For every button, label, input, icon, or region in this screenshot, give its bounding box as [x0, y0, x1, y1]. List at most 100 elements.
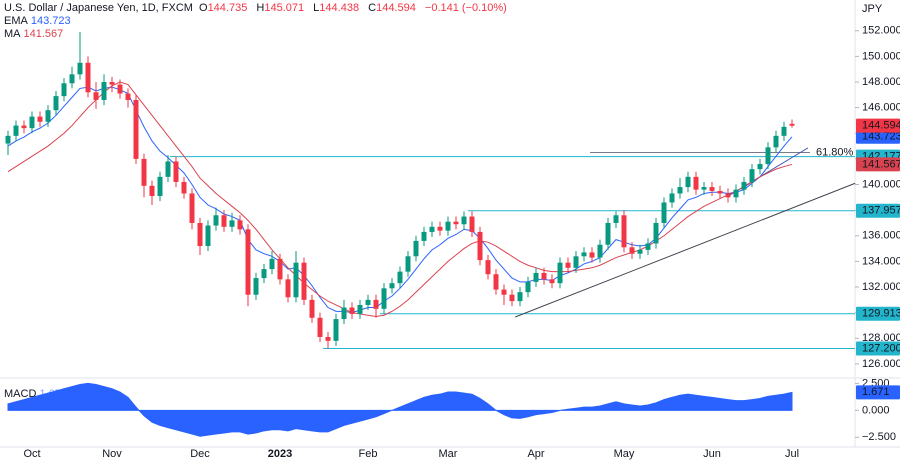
level-tag-bg: [856, 341, 900, 356]
candle-body: [5, 135, 11, 144]
level-tag: 127.200: [862, 342, 900, 354]
candle-body: [181, 181, 187, 194]
candle-body: [477, 231, 483, 261]
candle-body: [53, 96, 59, 111]
candle-body: [525, 281, 531, 293]
x-tick-label: Dec: [190, 448, 210, 460]
ma-tag-bg: [856, 157, 900, 172]
candle-body: [661, 202, 667, 223]
candle-body: [549, 279, 555, 284]
candle-body: [589, 252, 595, 258]
ma-legend: MA 141.567: [4, 28, 510, 41]
candle-body: [605, 222, 611, 245]
level-tag-bg: [856, 203, 900, 218]
candle-body: [597, 244, 603, 258]
candle-body: [237, 220, 243, 230]
candle-body: [381, 288, 387, 309]
title: U.S. Dollar / Japanese Yen, 1D, FXCM: [4, 2, 193, 14]
candle-body: [133, 99, 139, 159]
candle-body: [309, 299, 315, 318]
y-tick-label: 148.000: [862, 76, 900, 88]
candle-body: [13, 125, 19, 136]
candle-body: [29, 116, 35, 129]
ema-tag-bg: [856, 129, 900, 144]
candle-body: [613, 215, 619, 223]
candle-body: [501, 289, 507, 295]
level-tag: 137.957: [862, 205, 900, 217]
candle-body: [653, 222, 659, 244]
candle-body: [389, 283, 395, 289]
candle-body: [645, 243, 651, 250]
change: −0.141: [424, 2, 459, 14]
candle-body: [269, 258, 275, 270]
candle-body: [725, 193, 731, 198]
x-tick-label: Oct: [23, 448, 40, 460]
candle-body: [213, 215, 219, 226]
macd-area: [7, 382, 793, 437]
candle-body: [405, 256, 411, 272]
candle-body: [341, 307, 347, 320]
x-tick-label: Mar: [439, 448, 458, 460]
candle-body: [701, 187, 707, 190]
candle-body: [109, 82, 115, 85]
candle-body: [149, 185, 155, 197]
candle-body: [229, 220, 235, 227]
y-tick-label: 146.000: [862, 102, 900, 114]
macd-tag: 1.671: [862, 386, 890, 398]
candle-body: [421, 231, 427, 241]
candle-body: [581, 252, 587, 257]
candle-body: [205, 225, 211, 247]
o-value: 144.735: [207, 2, 248, 14]
candle-body: [365, 299, 371, 305]
candle-body: [765, 147, 771, 165]
legend-name: MACD: [4, 388, 37, 400]
y-tick-label: −2.500: [862, 431, 896, 443]
candle-body: [21, 125, 27, 129]
x-tick-label: Apr: [527, 448, 544, 460]
candle-body: [453, 221, 459, 225]
legend-value: 143.723: [30, 15, 71, 27]
candle-body: [69, 74, 75, 84]
ohlc: O144.735: [199, 2, 250, 14]
candle-body: [621, 215, 627, 248]
candle-body: [413, 240, 419, 257]
candle-body: [165, 161, 171, 177]
candle-body: [709, 187, 715, 191]
candle-body: [117, 84, 123, 94]
candle-body: [517, 292, 523, 302]
macd-tag-bg: [856, 385, 900, 400]
x-tick-label: Jun: [703, 448, 721, 460]
candle-body: [45, 110, 51, 122]
c-value: 144.594: [376, 2, 416, 14]
h-value: 145.071: [264, 2, 305, 14]
candle-body: [333, 319, 339, 341]
candle-body: [461, 216, 467, 225]
x-tick-label: Feb: [359, 448, 378, 460]
h-prefix: H: [256, 2, 265, 14]
y-tick-label: 136.000: [862, 230, 900, 242]
candle-body: [629, 247, 635, 254]
fib-label: 61.80%: [816, 146, 854, 158]
header-row: U.S. Dollar / Japanese Yen, 1D, FXCM O14…: [4, 2, 510, 15]
candle-body: [741, 181, 747, 190]
candle-body: [693, 176, 699, 190]
y-tick-label: 152.000: [862, 25, 900, 37]
candle-body: [541, 272, 547, 280]
candle-body: [253, 278, 259, 295]
change-pct: (−0.10%): [461, 2, 507, 14]
c-prefix: C: [368, 2, 377, 14]
candle-body: [245, 229, 251, 295]
price-tag: 144.594: [862, 120, 900, 132]
trendline: [515, 182, 856, 318]
legend-value: 1.671: [39, 388, 67, 400]
candle-body: [509, 294, 515, 302]
candle-body: [317, 317, 323, 337]
price-tag-bg: [856, 118, 900, 133]
candle-body: [749, 169, 755, 182]
candle-body: [573, 256, 579, 268]
candle-body: [789, 123, 795, 126]
candle-body: [717, 190, 723, 194]
candle-body: [293, 262, 299, 298]
